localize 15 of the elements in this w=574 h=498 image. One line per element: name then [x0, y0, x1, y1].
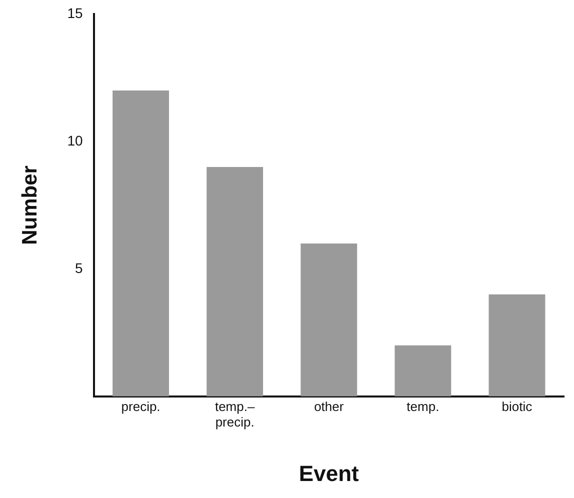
bar — [488, 294, 546, 396]
x-tick-label: precip. — [121, 398, 160, 414]
x-tick-label: temp. — [406, 398, 440, 414]
x-tick-label: temp.–precip. — [214, 398, 256, 430]
y-tick-label: 15 — [67, 4, 83, 21]
y-tick-label: 5 — [74, 260, 83, 276]
y-tick-label: 10 — [67, 132, 83, 148]
bar — [394, 345, 452, 396]
x-axis-title: Event — [298, 460, 360, 486]
x-tick-label: other — [314, 398, 344, 414]
bar — [300, 243, 358, 396]
y-axis-title: Number — [18, 166, 42, 245]
x-tick-label: biotic — [502, 398, 533, 414]
bar — [206, 166, 264, 396]
bar — [112, 90, 170, 396]
